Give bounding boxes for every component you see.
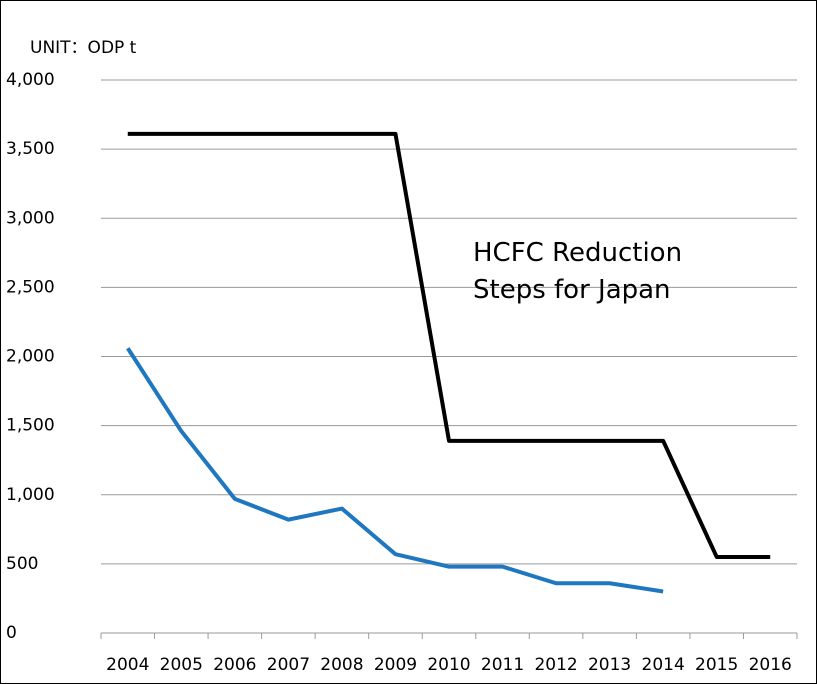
y-tick-label: 1,500 (6, 416, 55, 436)
x-tick-label: 2016 (749, 655, 792, 675)
x-tick-label: 2012 (534, 655, 577, 675)
series-line (127, 131, 771, 559)
annotation: HCFC Reduction Steps for Japan (473, 238, 683, 305)
y-tick-label: 3,500 (6, 139, 55, 159)
x-tick-label: 2004 (106, 655, 149, 675)
y-tick-label: 500 (6, 554, 38, 574)
x-tick-label: 2015 (695, 655, 738, 675)
x-tick-label: 2008 (320, 655, 363, 675)
x-tick-label: 2011 (481, 655, 524, 675)
x-tick-label: 2005 (160, 655, 203, 675)
y-tick-label: 2,500 (6, 277, 55, 297)
y-tick-label: 0 (6, 623, 17, 643)
x-tick-label: 2006 (213, 655, 256, 675)
series-line (126, 347, 664, 594)
x-tick-label: 2007 (267, 655, 310, 675)
x-tick-label: 2010 (427, 655, 470, 675)
x-tick-label: 2013 (588, 655, 631, 675)
x-tick-label: 2009 (374, 655, 417, 675)
y-tick-label: 1,000 (6, 485, 55, 505)
y-tick-label: 3,000 (6, 208, 55, 228)
y-tick-label: 4,000 (6, 70, 55, 90)
y-tick-label: 2,000 (6, 347, 55, 367)
unit-label: UNIT：ODP t (30, 38, 137, 58)
x-tick-label: 2014 (642, 655, 685, 675)
